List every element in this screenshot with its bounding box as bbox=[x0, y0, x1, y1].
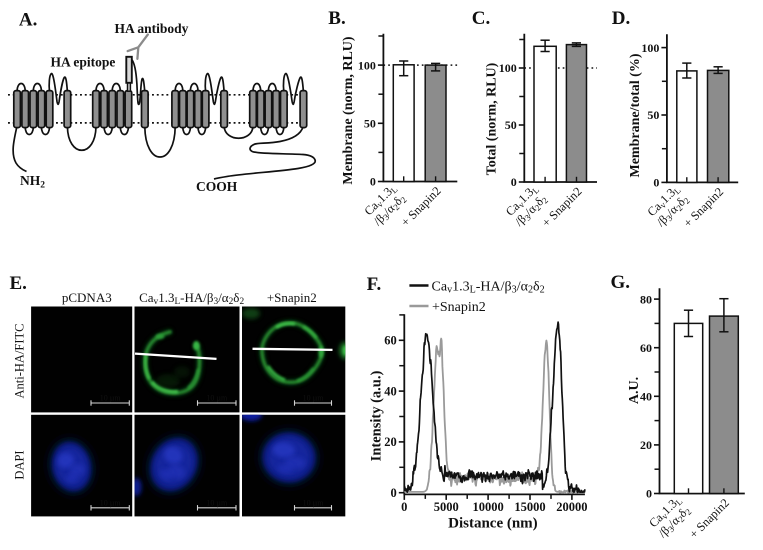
svg-text:pCDNA3: pCDNA3 bbox=[62, 290, 112, 305]
svg-text:COOH: COOH bbox=[196, 179, 238, 194]
svg-text:80: 80 bbox=[640, 292, 652, 306]
svg-text:0: 0 bbox=[653, 176, 659, 190]
svg-text:100: 100 bbox=[358, 58, 376, 72]
svg-text:0: 0 bbox=[646, 487, 652, 501]
svg-text:10000: 10000 bbox=[472, 500, 503, 514]
svg-text:HA epitope: HA epitope bbox=[51, 55, 116, 70]
svg-text:0: 0 bbox=[511, 175, 517, 189]
svg-text:HA antibody: HA antibody bbox=[115, 21, 189, 36]
svg-text:+Snapin2: +Snapin2 bbox=[267, 290, 317, 305]
svg-text:0: 0 bbox=[370, 175, 376, 189]
svg-text:100: 100 bbox=[641, 41, 659, 55]
svg-text:50: 50 bbox=[505, 118, 517, 132]
svg-text:NH2: NH2 bbox=[20, 173, 45, 191]
svg-text:Distance (nm): Distance (nm) bbox=[448, 516, 538, 532]
svg-text:DAPI: DAPI bbox=[13, 450, 27, 479]
svg-text:20000: 20000 bbox=[556, 500, 587, 514]
svg-text:20: 20 bbox=[384, 435, 397, 449]
svg-text:Total (norm, RLU): Total (norm, RLU) bbox=[485, 62, 500, 175]
svg-text:10 µm: 10 µm bbox=[100, 394, 122, 403]
svg-text:10 µm: 10 µm bbox=[100, 498, 122, 507]
svg-text:60: 60 bbox=[384, 334, 397, 348]
svg-text:E.: E. bbox=[10, 273, 27, 294]
svg-text:10 µm: 10 µm bbox=[206, 498, 228, 507]
svg-text:50: 50 bbox=[647, 108, 659, 122]
svg-text:Cav1.3L-HA/β3/α2δ2: Cav1.3L-HA/β3/α2δ2 bbox=[432, 279, 545, 295]
svg-text:F.: F. bbox=[367, 274, 382, 295]
svg-text:10 µm: 10 µm bbox=[303, 498, 325, 507]
svg-text:Membrane/total (%): Membrane/total (%) bbox=[628, 53, 643, 177]
svg-text:100: 100 bbox=[499, 61, 517, 75]
svg-text:50: 50 bbox=[364, 117, 376, 131]
svg-text:Cav1.3L-HA/β3/α2δ2: Cav1.3L-HA/β3/α2δ2 bbox=[139, 290, 244, 307]
svg-text:60: 60 bbox=[640, 341, 652, 355]
svg-text:B.: B. bbox=[328, 8, 345, 29]
svg-text:A.U.: A.U. bbox=[627, 377, 642, 404]
svg-text:C.: C. bbox=[472, 8, 490, 29]
svg-text:D.: D. bbox=[612, 8, 630, 29]
svg-text:10 µm: 10 µm bbox=[206, 394, 228, 403]
svg-text:0: 0 bbox=[391, 486, 397, 500]
svg-text:G.: G. bbox=[611, 272, 631, 293]
svg-text:+Snapin2: +Snapin2 bbox=[432, 300, 486, 315]
svg-text:Membrane (norm, RLU): Membrane (norm, RLU) bbox=[341, 36, 356, 184]
svg-text:Anti-HA/FITC: Anti-HA/FITC bbox=[13, 324, 27, 399]
svg-text:10 µm: 10 µm bbox=[303, 394, 325, 403]
svg-text:Intensity (a.u.): Intensity (a.u.) bbox=[369, 371, 385, 462]
svg-text:40: 40 bbox=[384, 384, 397, 398]
svg-text:20: 20 bbox=[640, 438, 652, 452]
svg-text:0: 0 bbox=[401, 500, 407, 514]
svg-text:40: 40 bbox=[640, 390, 652, 404]
svg-text:15000: 15000 bbox=[514, 500, 545, 514]
svg-text:5000: 5000 bbox=[434, 500, 459, 514]
svg-text:A.: A. bbox=[19, 10, 37, 31]
